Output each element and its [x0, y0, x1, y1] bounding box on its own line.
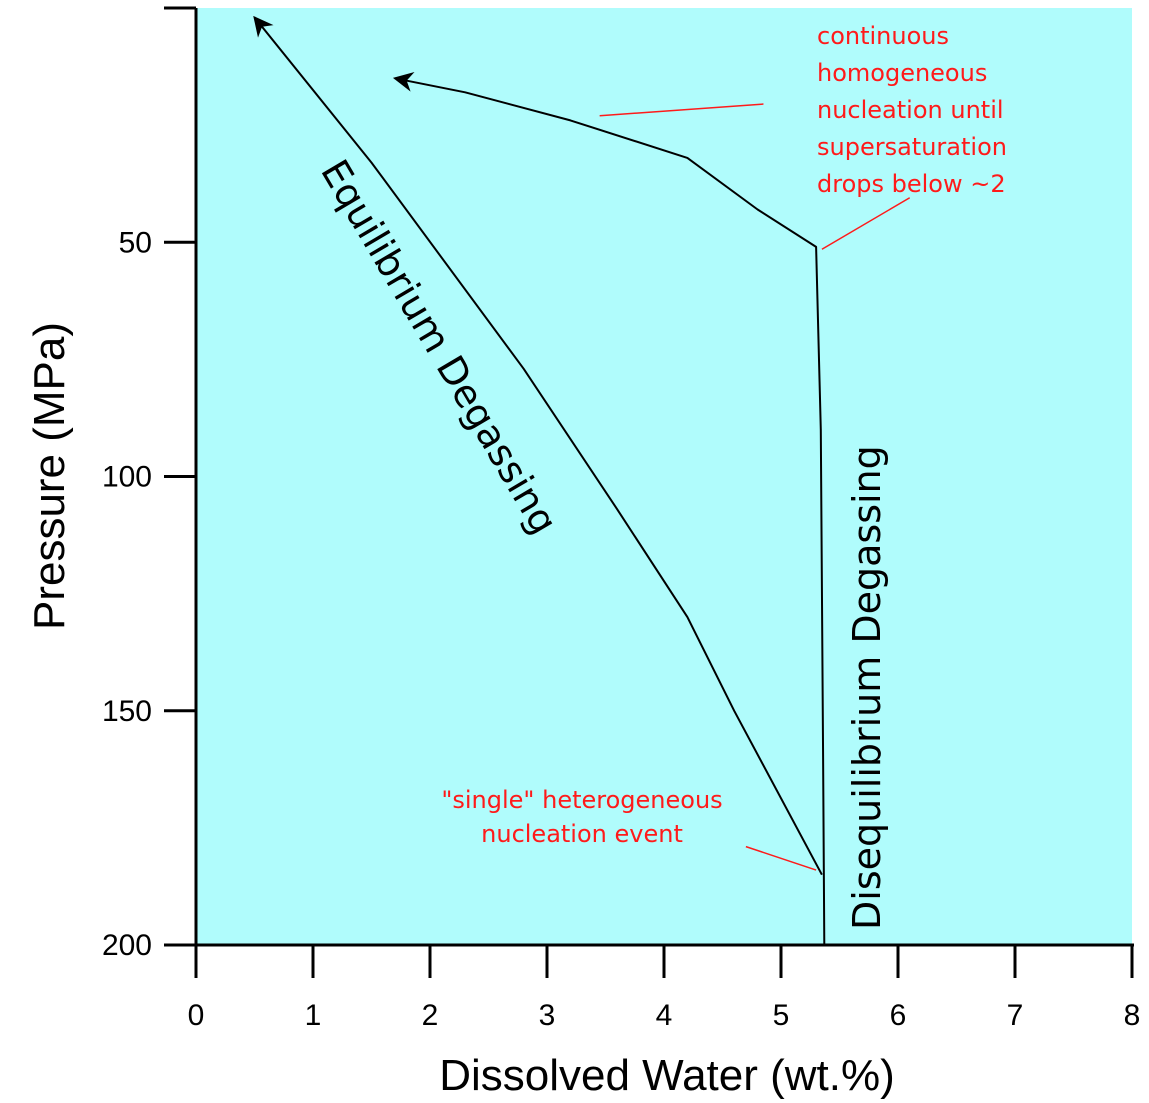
y-axis-title: Pressure (MPa) — [25, 322, 74, 630]
x-tick-label: 4 — [656, 999, 673, 1032]
x-axis-title: Dissolved Water (wt.%) — [439, 1051, 895, 1100]
annotation-homogeneous-line-4: supersaturation — [817, 133, 1007, 161]
annotation-leader-line — [821, 197, 911, 250]
series-line-disequilibrium — [392, 72, 826, 946]
x-axis-ticks: 0 1 2 3 4 5 6 7 8 — [188, 945, 1141, 1032]
annotation-leaders — [599, 103, 911, 871]
plot-area — [196, 8, 1132, 945]
annotation-homogeneous-line-1: continuous — [817, 22, 949, 50]
x-tick-label: 5 — [773, 999, 790, 1032]
y-tick-label: 200 — [102, 929, 152, 962]
annotation-homogeneous-line-3: nucleation until — [817, 96, 1004, 124]
x-tick-label: 0 — [188, 999, 205, 1032]
y-tick-label: 50 — [119, 226, 152, 259]
annotation-homogeneous-line-5: drops below ~2 — [817, 170, 1006, 198]
x-tick-label: 6 — [890, 999, 907, 1032]
x-tick-label: 1 — [305, 999, 322, 1032]
annotation-homogeneous-line-2: homogeneous — [817, 59, 987, 87]
series-label-disequilibrium: Disequilibrium Degassing — [845, 445, 889, 930]
y-tick-label: 100 — [102, 461, 152, 494]
annotation-leader-line — [599, 103, 764, 117]
annotation-leader-line — [745, 845, 817, 871]
x-tick-label: 7 — [1007, 999, 1024, 1032]
x-tick-label: 3 — [539, 999, 556, 1032]
annotation-heterogeneous-line-2: nucleation event — [481, 820, 683, 848]
series-layer — [253, 15, 826, 946]
y-tick-label: 150 — [102, 695, 152, 728]
series-line-equilibrium — [253, 15, 823, 876]
x-tick-label: 2 — [422, 999, 439, 1032]
annotation-heterogeneous-line-1: "single" heterogeneous — [441, 786, 722, 814]
y-axis-ticks: 50 100 150 200 — [102, 226, 196, 962]
x-tick-label: 8 — [1124, 999, 1141, 1032]
